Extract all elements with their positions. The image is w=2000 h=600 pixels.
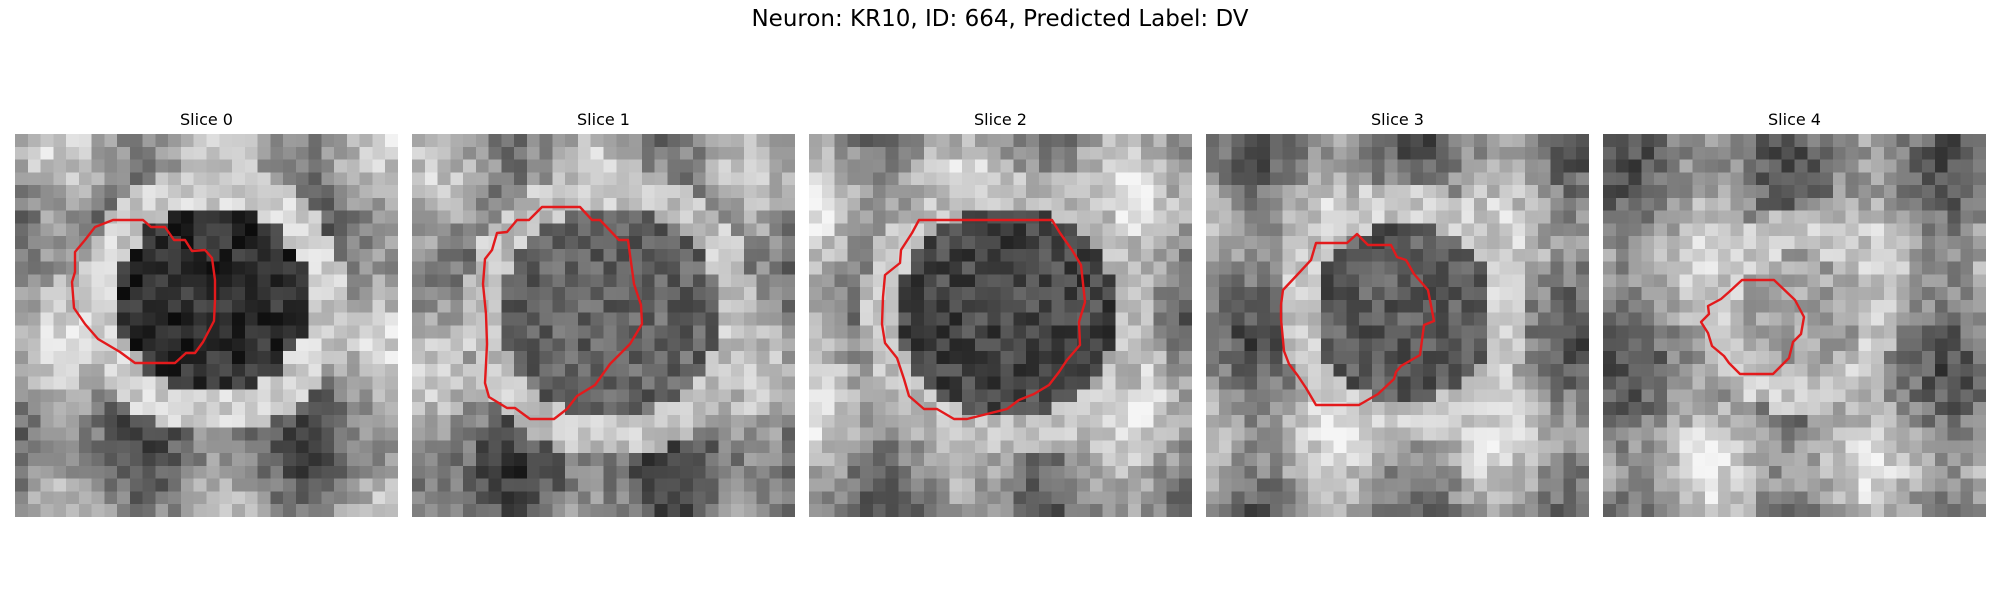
roi-outline-svg-1	[481, 205, 644, 421]
roi-outline-1	[481, 205, 644, 421]
slice-title-3: Slice 3	[1371, 110, 1424, 129]
slice-image-2	[809, 134, 1192, 517]
slice-title-2: Slice 2	[974, 110, 1027, 129]
roi-outline-svg-3	[1279, 232, 1436, 407]
slice-title-1: Slice 1	[577, 110, 630, 129]
roi-outline-4	[1699, 278, 1806, 376]
slice-image-1	[412, 134, 795, 517]
slice-title-4: Slice 4	[1768, 110, 1821, 129]
microscopy-image-4	[1603, 134, 1986, 517]
slice-image-3	[1206, 134, 1589, 517]
roi-outline-2	[880, 218, 1087, 421]
slice-image-4	[1603, 134, 1986, 517]
roi-outline-svg-0	[70, 218, 217, 365]
roi-outline-svg-4	[1699, 278, 1806, 376]
slice-image-0	[15, 134, 398, 517]
slice-panel-4: Slice 4	[1603, 108, 1986, 517]
microscopy-image-1	[412, 134, 795, 517]
microscopy-image-3	[1206, 134, 1589, 517]
roi-outline-svg-2	[880, 218, 1087, 421]
figure-title: Neuron: KR10, ID: 664, Predicted Label: …	[751, 6, 1249, 32]
microscopy-image-2	[809, 134, 1192, 517]
slice-panel-2: Slice 2	[809, 108, 1192, 517]
slice-panel-3: Slice 3	[1206, 108, 1589, 517]
slice-title-0: Slice 0	[180, 110, 233, 129]
roi-outline-3	[1279, 232, 1436, 407]
roi-outline-0	[70, 218, 217, 365]
slice-panel-0: Slice 0	[15, 108, 398, 517]
slice-panel-1: Slice 1	[412, 108, 795, 517]
microscopy-image-0	[15, 134, 398, 517]
